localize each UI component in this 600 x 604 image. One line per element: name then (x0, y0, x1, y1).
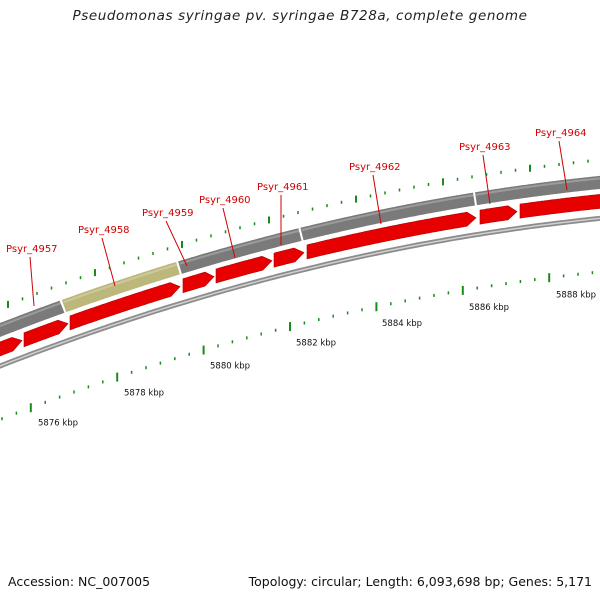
scale-label: 5880 kbp (210, 362, 250, 372)
gene-arrow[interactable] (479, 205, 518, 225)
scale-label: 5886 kbp (469, 303, 509, 313)
selected-gene-band[interactable] (61, 261, 180, 313)
gene-label-psyr_4963[interactable]: Psyr_4963 (459, 142, 511, 153)
topology-summary: Topology: circular; Length: 6,093,698 bp… (248, 574, 592, 589)
backbone-shine (301, 194, 475, 232)
backbone-segment (0, 300, 65, 338)
backbone-shine (63, 263, 179, 303)
gene-arrow[interactable] (306, 211, 477, 260)
scale-label: 5876 kbp (38, 419, 78, 429)
scale-label: 5882 kbp (296, 339, 336, 349)
backbone-shine (179, 229, 301, 265)
gene-leader-line (165, 220, 188, 267)
genome-title: Pseudomonas syringae pv. syringae B728a,… (72, 8, 528, 24)
gene-leader-line (222, 207, 236, 259)
gene-leader-line (558, 140, 568, 191)
gene-label-psyr_4961[interactable]: Psyr_4961 (257, 182, 309, 193)
gene-label-psyr_4964[interactable]: Psyr_4964 (535, 128, 587, 139)
backbone-segment (300, 192, 475, 241)
gene-label-psyr_4960[interactable]: Psyr_4960 (199, 195, 251, 206)
backbone-shine (475, 177, 600, 196)
gene-leader-line (482, 154, 491, 205)
gene-label-psyr_4959[interactable]: Psyr_4959 (142, 208, 194, 219)
scale-label: 5888 kbp (556, 290, 596, 300)
gene-label-psyr_4957[interactable]: Psyr_4957 (6, 244, 58, 255)
scale-label: 5884 kbp (382, 319, 422, 329)
gene-arrow[interactable] (23, 319, 69, 348)
accession-text: Accession: NC_007005 (8, 574, 151, 589)
backbone-segment (178, 228, 302, 274)
gene-arrow[interactable] (0, 337, 23, 360)
backbone-segment (475, 175, 600, 206)
gene-label-psyr_4958[interactable]: Psyr_4958 (78, 225, 130, 236)
scale-label: 5878 kbp (124, 388, 164, 398)
gene-leader-line (372, 174, 382, 225)
gene-arrow[interactable] (273, 247, 305, 268)
gene-leader-line (101, 237, 116, 287)
gene-arrow[interactable] (69, 282, 181, 331)
genome-rail-highlight (0, 217, 600, 367)
gene-arrow[interactable] (519, 194, 600, 219)
gene-leader-line (29, 256, 35, 307)
backbone-shine (0, 301, 63, 328)
gene-label-psyr_4962[interactable]: Psyr_4962 (349, 162, 401, 173)
gene-arrow[interactable] (182, 271, 215, 294)
gene-arrow[interactable] (215, 255, 273, 284)
